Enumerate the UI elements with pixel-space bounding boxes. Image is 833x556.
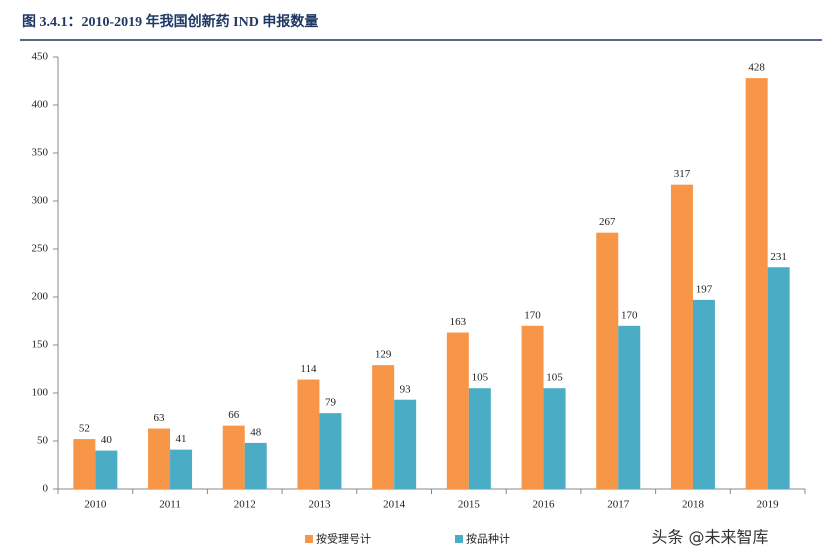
watermark: 头条 @未来智库 — [651, 528, 768, 547]
bar — [222, 425, 245, 489]
bar — [372, 365, 395, 489]
y-tick-label: 450 — [32, 51, 49, 63]
x-tick-label: 2010 — [84, 499, 107, 511]
legend-swatch — [305, 535, 313, 543]
bar — [297, 379, 320, 489]
bar — [394, 399, 417, 489]
y-tick-label: 300 — [32, 195, 49, 207]
bar — [521, 325, 544, 489]
bar — [618, 325, 641, 489]
y-tick-label: 200 — [32, 291, 49, 303]
bar — [446, 332, 469, 489]
value-label: 317 — [674, 168, 691, 180]
y-tick-label: 150 — [32, 339, 49, 351]
bar — [170, 449, 193, 489]
bar — [596, 232, 619, 489]
x-tick-label: 2019 — [757, 499, 780, 511]
value-label: 48 — [250, 426, 262, 438]
value-label: 197 — [696, 283, 713, 295]
legend-swatch — [455, 535, 463, 543]
x-tick-label: 2016 — [533, 499, 556, 511]
value-label: 105 — [472, 372, 489, 384]
y-tick-label: 0 — [43, 483, 49, 495]
y-tick-label: 50 — [37, 435, 49, 447]
value-label: 105 — [546, 372, 563, 384]
value-label: 267 — [599, 216, 616, 228]
value-label: 52 — [79, 423, 90, 435]
y-tick-label: 350 — [32, 147, 49, 159]
bar — [745, 78, 768, 490]
value-label: 231 — [770, 251, 787, 263]
y-tick-label: 400 — [32, 99, 49, 111]
y-tick-label: 250 — [32, 243, 49, 255]
bar — [73, 439, 96, 489]
x-tick-label: 2018 — [682, 499, 705, 511]
value-label: 79 — [325, 397, 337, 409]
bar — [468, 388, 491, 489]
chart-title: 图 3.4.1：2010-2019 年我国创新药 IND 申报数量 — [22, 13, 318, 30]
value-label: 63 — [154, 412, 166, 424]
value-label: 170 — [621, 309, 638, 321]
bar — [543, 388, 566, 489]
y-tick-label: 100 — [32, 387, 49, 399]
value-label: 40 — [101, 434, 113, 446]
x-tick-label: 2013 — [308, 499, 331, 511]
value-label: 170 — [524, 309, 541, 321]
x-tick-label: 2014 — [383, 499, 406, 511]
x-tick-label: 2015 — [458, 499, 481, 511]
x-tick-label: 2011 — [159, 499, 181, 511]
value-label: 93 — [400, 383, 412, 395]
x-tick-label: 2012 — [234, 499, 256, 511]
value-label: 41 — [176, 433, 187, 445]
bar — [148, 428, 171, 489]
value-label: 428 — [748, 62, 765, 74]
legend-label: 按品种计 — [466, 532, 510, 546]
value-label: 66 — [228, 409, 240, 421]
bar — [95, 450, 118, 489]
x-tick-label: 2017 — [607, 499, 630, 511]
value-label: 114 — [300, 363, 317, 375]
bar — [767, 267, 790, 489]
value-label: 163 — [450, 316, 467, 328]
bar — [670, 184, 693, 489]
bar — [692, 299, 715, 489]
legend-label: 按受理号计 — [316, 532, 371, 546]
bar — [244, 442, 267, 489]
bar — [319, 413, 342, 489]
value-label: 129 — [375, 349, 392, 361]
